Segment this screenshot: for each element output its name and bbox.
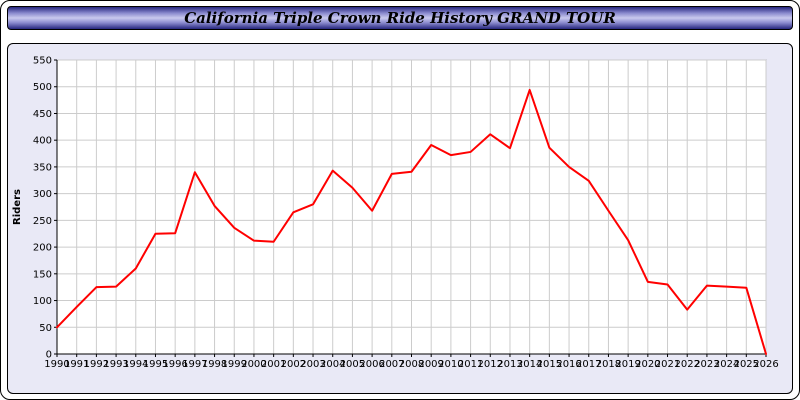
y-tick-label: 350 [33,162,52,173]
x-tick-label: 2007 [379,359,404,370]
y-tick-label: 150 [33,269,52,280]
y-axis-label: Riders [12,189,23,225]
x-tick-label: 1996 [162,359,187,370]
x-tick-label: 2008 [399,359,424,370]
x-tick-label: 2011 [458,359,483,370]
x-tick-label: 2010 [438,359,463,370]
x-tick-label: 2025 [734,359,759,370]
x-tick-label: 2005 [340,359,365,370]
x-tick-label: 2004 [320,359,345,370]
x-tick-label: 2026 [753,359,778,370]
y-tick-label: 500 [33,82,52,93]
chart-title-bar: California Triple Crown Ride History GRA… [7,6,793,30]
x-tick-label: 2021 [655,359,680,370]
y-tick-label: 100 [33,296,52,307]
x-tick-label: 2003 [300,359,325,370]
x-tick-label: 2024 [714,359,739,370]
x-tick-label: 1995 [143,359,168,370]
x-tick-label: 1990 [44,359,69,370]
x-tick-label: 2006 [359,359,384,370]
y-tick-label: 50 [39,323,52,334]
x-tick-label: 2020 [635,359,660,370]
y-tick-label: 550 [33,56,52,67]
x-tick-label: 2014 [517,359,542,370]
x-tick-label: 2022 [674,359,699,370]
y-tick-label: 300 [33,189,52,200]
y-tick-label: 450 [33,109,52,120]
y-tick-label: 200 [33,243,52,254]
chart-title: California Triple Crown Ride History GRA… [184,9,616,27]
x-tick-label: 2019 [615,359,640,370]
x-tick-label: 2000 [241,359,266,370]
x-tick-label: 1994 [123,359,148,370]
x-tick-label: 2001 [261,359,286,370]
line-chart: 1990199119921993199419951996199719981999… [12,56,779,371]
x-tick-label: 2018 [596,359,621,370]
x-tick-label: 1999 [222,359,247,370]
y-tick-label: 250 [33,216,52,227]
x-tick-label: 1997 [182,359,207,370]
x-tick-label: 1993 [103,359,128,370]
x-tick-label: 1992 [84,359,109,370]
chart-panel: 1990 1991 1992 1993 1994 1995 1996 1997 1998 1999… [7,43,793,394]
x-tick-label: 2009 [418,359,443,370]
x-tick-label: 2015 [537,359,562,370]
x-tick-label: 2012 [478,359,503,370]
data-series-line [56,88,767,355]
x-tick-label: 2016 [556,359,581,370]
x-tick-label: 2013 [497,359,522,370]
x-tick-label: 2017 [576,359,601,370]
y-tick-label: 400 [33,136,52,147]
x-tick-label: 1998 [202,359,227,370]
x-tick-label: 1991 [64,359,89,370]
x-tick-label: 2002 [281,359,306,370]
y-tick-label: 0 [46,350,52,361]
x-tick-label: 2023 [694,359,719,370]
